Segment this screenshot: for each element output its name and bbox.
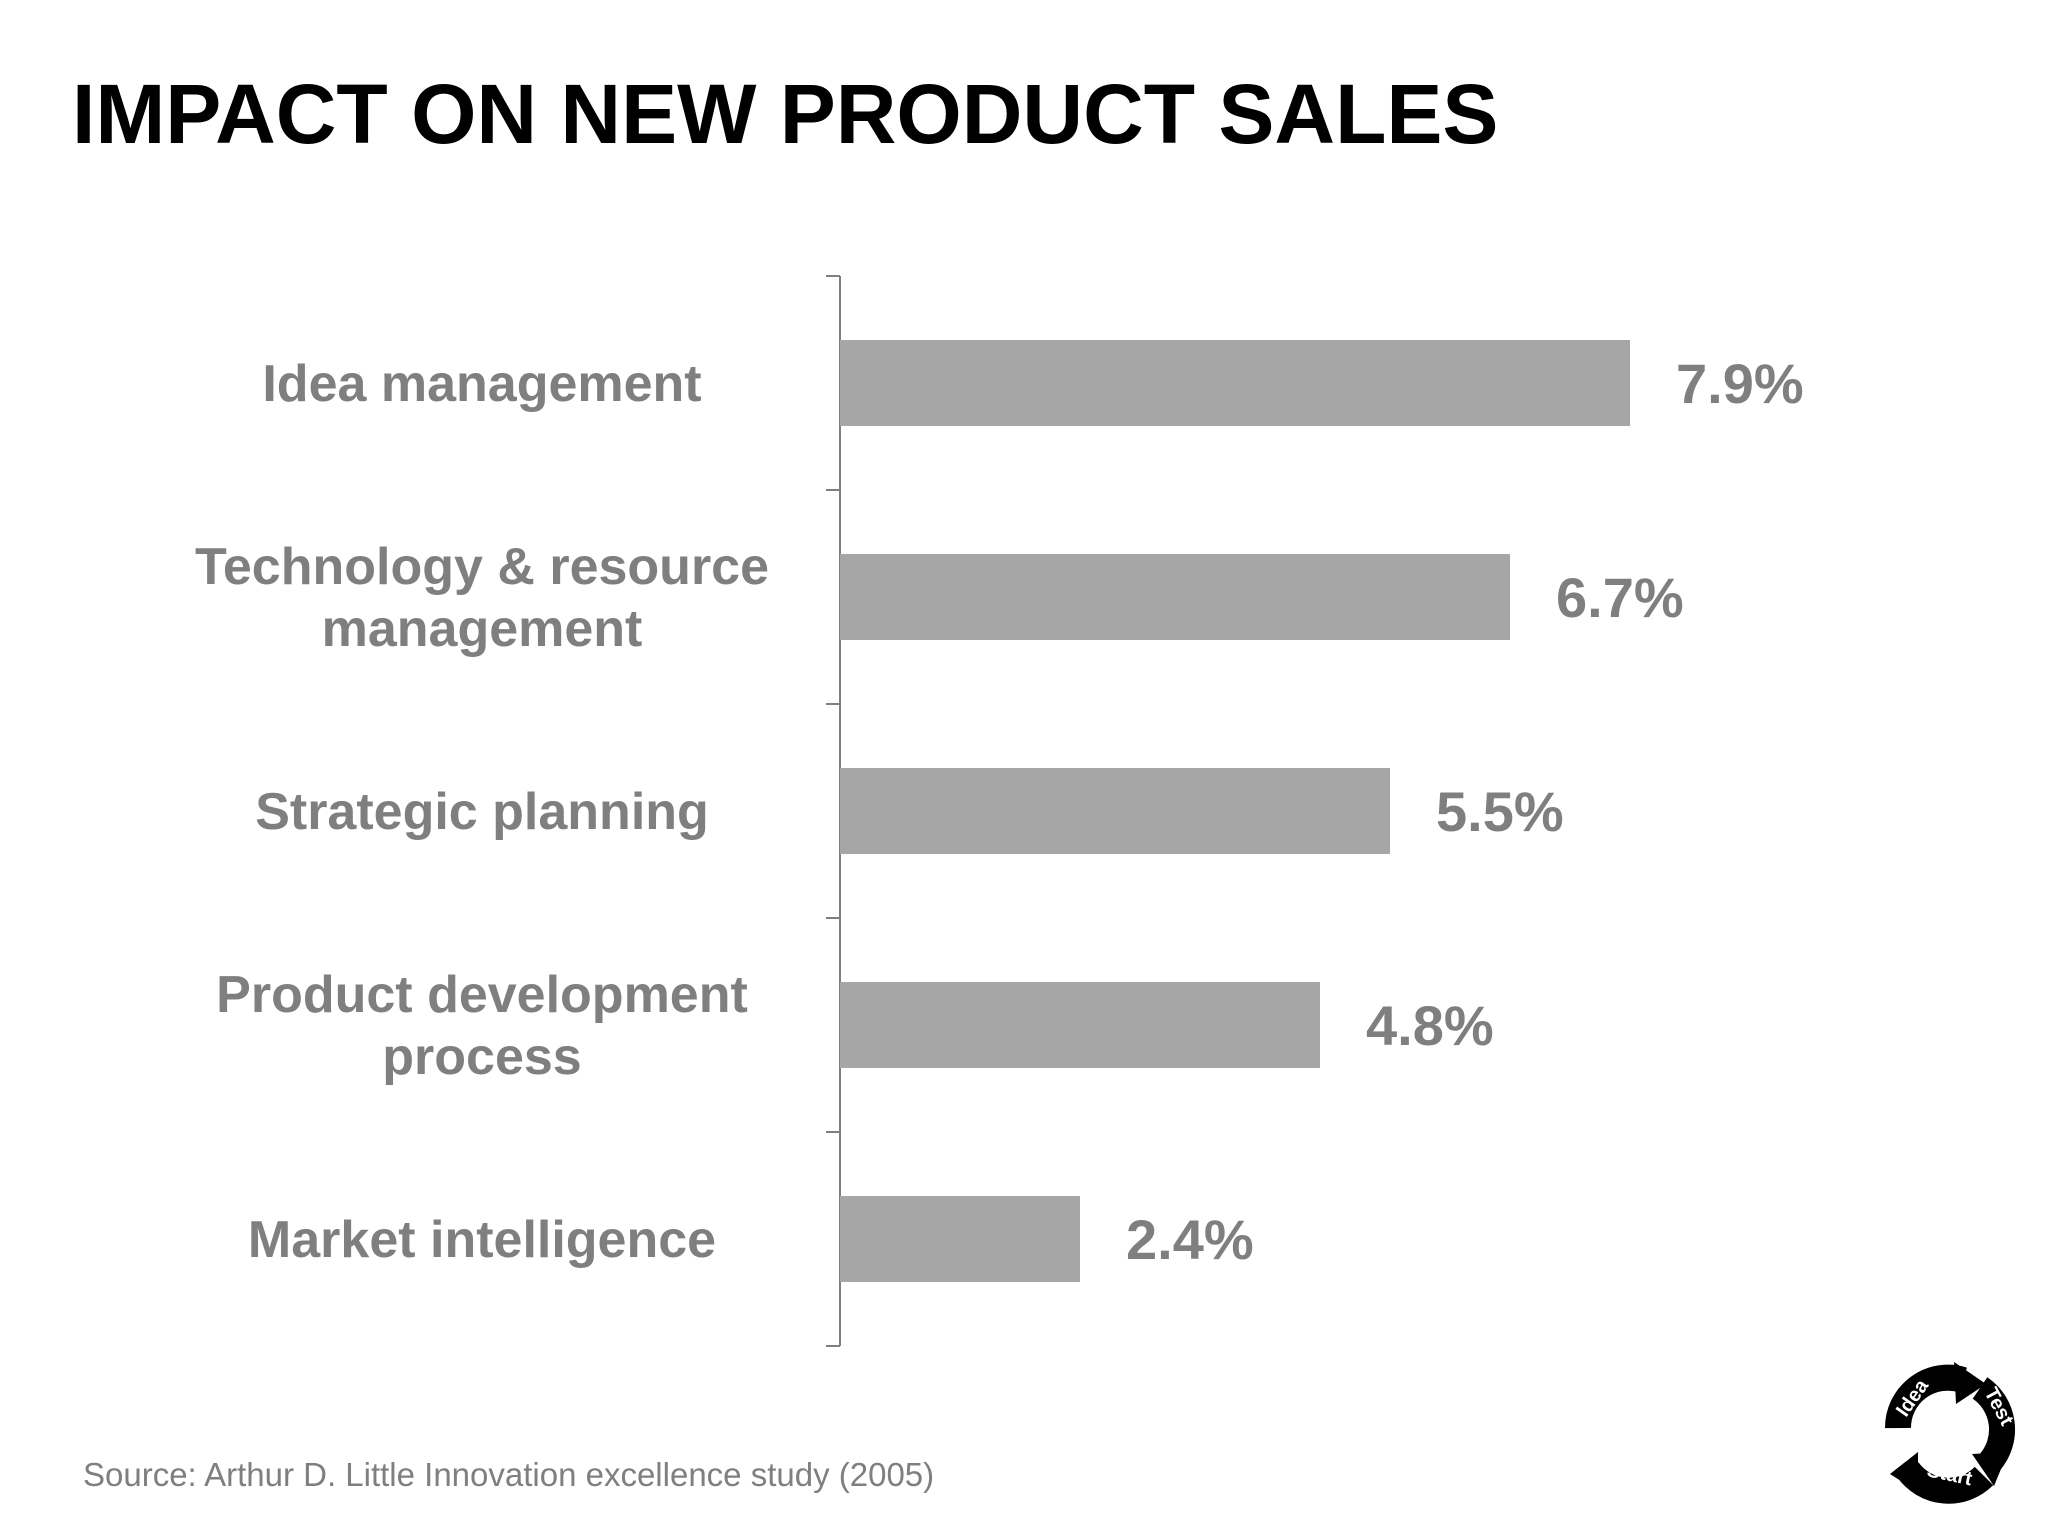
value-label: 7.9%	[1676, 352, 1804, 415]
value-label: 5.5%	[1436, 780, 1564, 843]
bar	[840, 768, 1390, 854]
page-title: IMPACT ON NEW PRODUCT SALES	[72, 67, 1499, 161]
category-label: Strategic planning	[255, 783, 709, 841]
bar	[840, 340, 1630, 426]
value-labels: 7.9% 6.7% 5.5% 4.8% 2.4%	[1126, 352, 1804, 1271]
value-label: 2.4%	[1126, 1208, 1254, 1271]
cycle-arrow-top	[1884, 1362, 1986, 1429]
category-label: Technology & resource management	[195, 538, 769, 658]
category-labels: Idea management Technology & resource mana…	[195, 355, 769, 1269]
cycle-arrow-bottom	[1890, 1452, 1994, 1504]
category-label: Idea management	[262, 355, 701, 413]
category-label: Product development process	[216, 966, 748, 1086]
bars	[840, 340, 1630, 1282]
bar	[840, 1196, 1080, 1282]
value-label: 6.7%	[1556, 566, 1684, 629]
bar	[840, 982, 1320, 1068]
source-note: Source: Arthur D. Little Innovation exce…	[83, 1456, 935, 1493]
category-label: Market intelligence	[248, 1211, 716, 1269]
cycle-arrow-right	[1972, 1377, 2016, 1486]
idea-test-start-cycle-icon: Idea Test Start	[1884, 1362, 2018, 1504]
value-label: 4.8%	[1366, 994, 1494, 1057]
bar	[840, 554, 1510, 640]
category-axis	[826, 275, 841, 1347]
